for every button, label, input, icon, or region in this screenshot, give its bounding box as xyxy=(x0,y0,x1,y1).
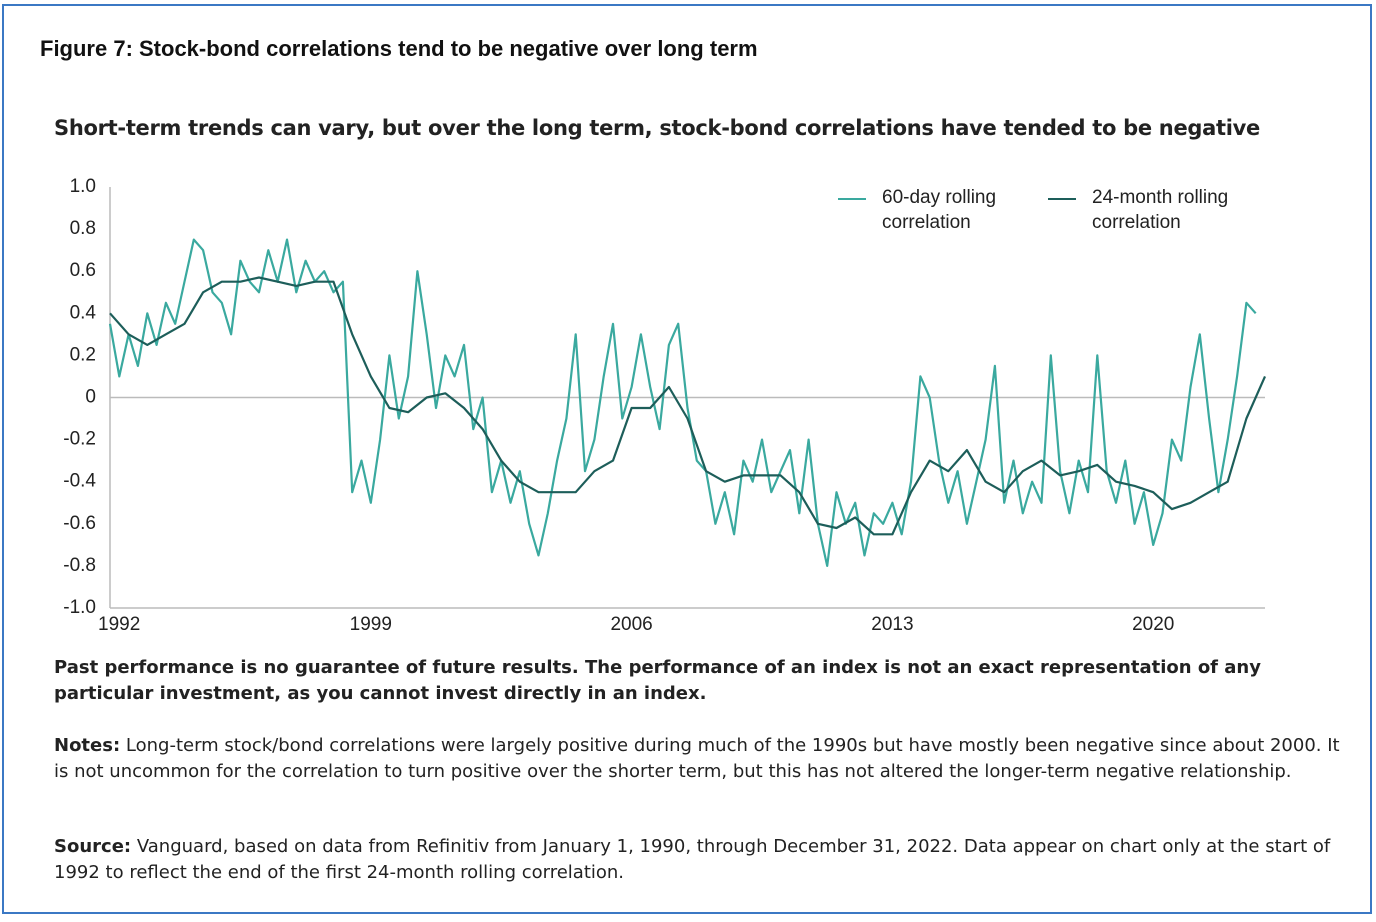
y-tick-label: 0.2 xyxy=(70,344,96,365)
x-tick-label: 1999 xyxy=(350,614,392,635)
x-tick-label: 2006 xyxy=(610,614,652,635)
y-tick-label: 0.8 xyxy=(70,218,96,239)
x-tick-label: 2020 xyxy=(1132,614,1174,635)
line-series xyxy=(108,238,1257,567)
y-tick-label: 0.6 xyxy=(70,260,96,281)
chart: 1.0 0.8 0.6 0.4 0.2 0 -0.2 -0.4 -0.6 -0.8 -1.01992… xyxy=(63,176,1267,635)
source-text: Vanguard, based on data from Refinitiv f… xyxy=(54,836,1331,883)
notes-label: Notes: xyxy=(54,735,121,756)
y-tick-label: -0.8 xyxy=(63,555,96,576)
y-tick-label: 0 xyxy=(85,387,96,408)
x-tick-label: 2013 xyxy=(871,614,913,635)
legend-label: 24-month rolling correlation xyxy=(1092,187,1229,233)
chart-subtitle: Short-term trends can vary, but over the… xyxy=(54,116,1260,140)
y-tick-label: -0.6 xyxy=(63,513,96,534)
x-tick-label: 1992 xyxy=(98,614,140,635)
y-tick-label: -0.2 xyxy=(63,429,96,450)
legend-swatch xyxy=(838,198,866,200)
legend-swatch xyxy=(1048,198,1076,200)
source: Source: Vanguard, based on data from Ref… xyxy=(54,834,1344,886)
y-tick-label: -0.4 xyxy=(63,471,96,492)
chart-title: Figure 7: Stock-bond correlations tend t… xyxy=(40,36,758,61)
y-tick-label: -1.0 xyxy=(63,597,96,618)
legend-label: 60-day rolling correlation xyxy=(882,187,997,233)
y-tick-label: 1.0 xyxy=(70,176,96,197)
line-series xyxy=(109,276,1267,536)
disclaimer: Past performance is no guarantee of futu… xyxy=(54,657,1261,704)
notes: Notes: Long-term stock/bond correlations… xyxy=(54,733,1344,785)
notes-text: Long-term stock/bond correlations were l… xyxy=(54,735,1340,782)
source-label: Source: xyxy=(54,836,132,857)
frame xyxy=(2,4,1372,914)
y-tick-label: 0.4 xyxy=(70,302,97,323)
